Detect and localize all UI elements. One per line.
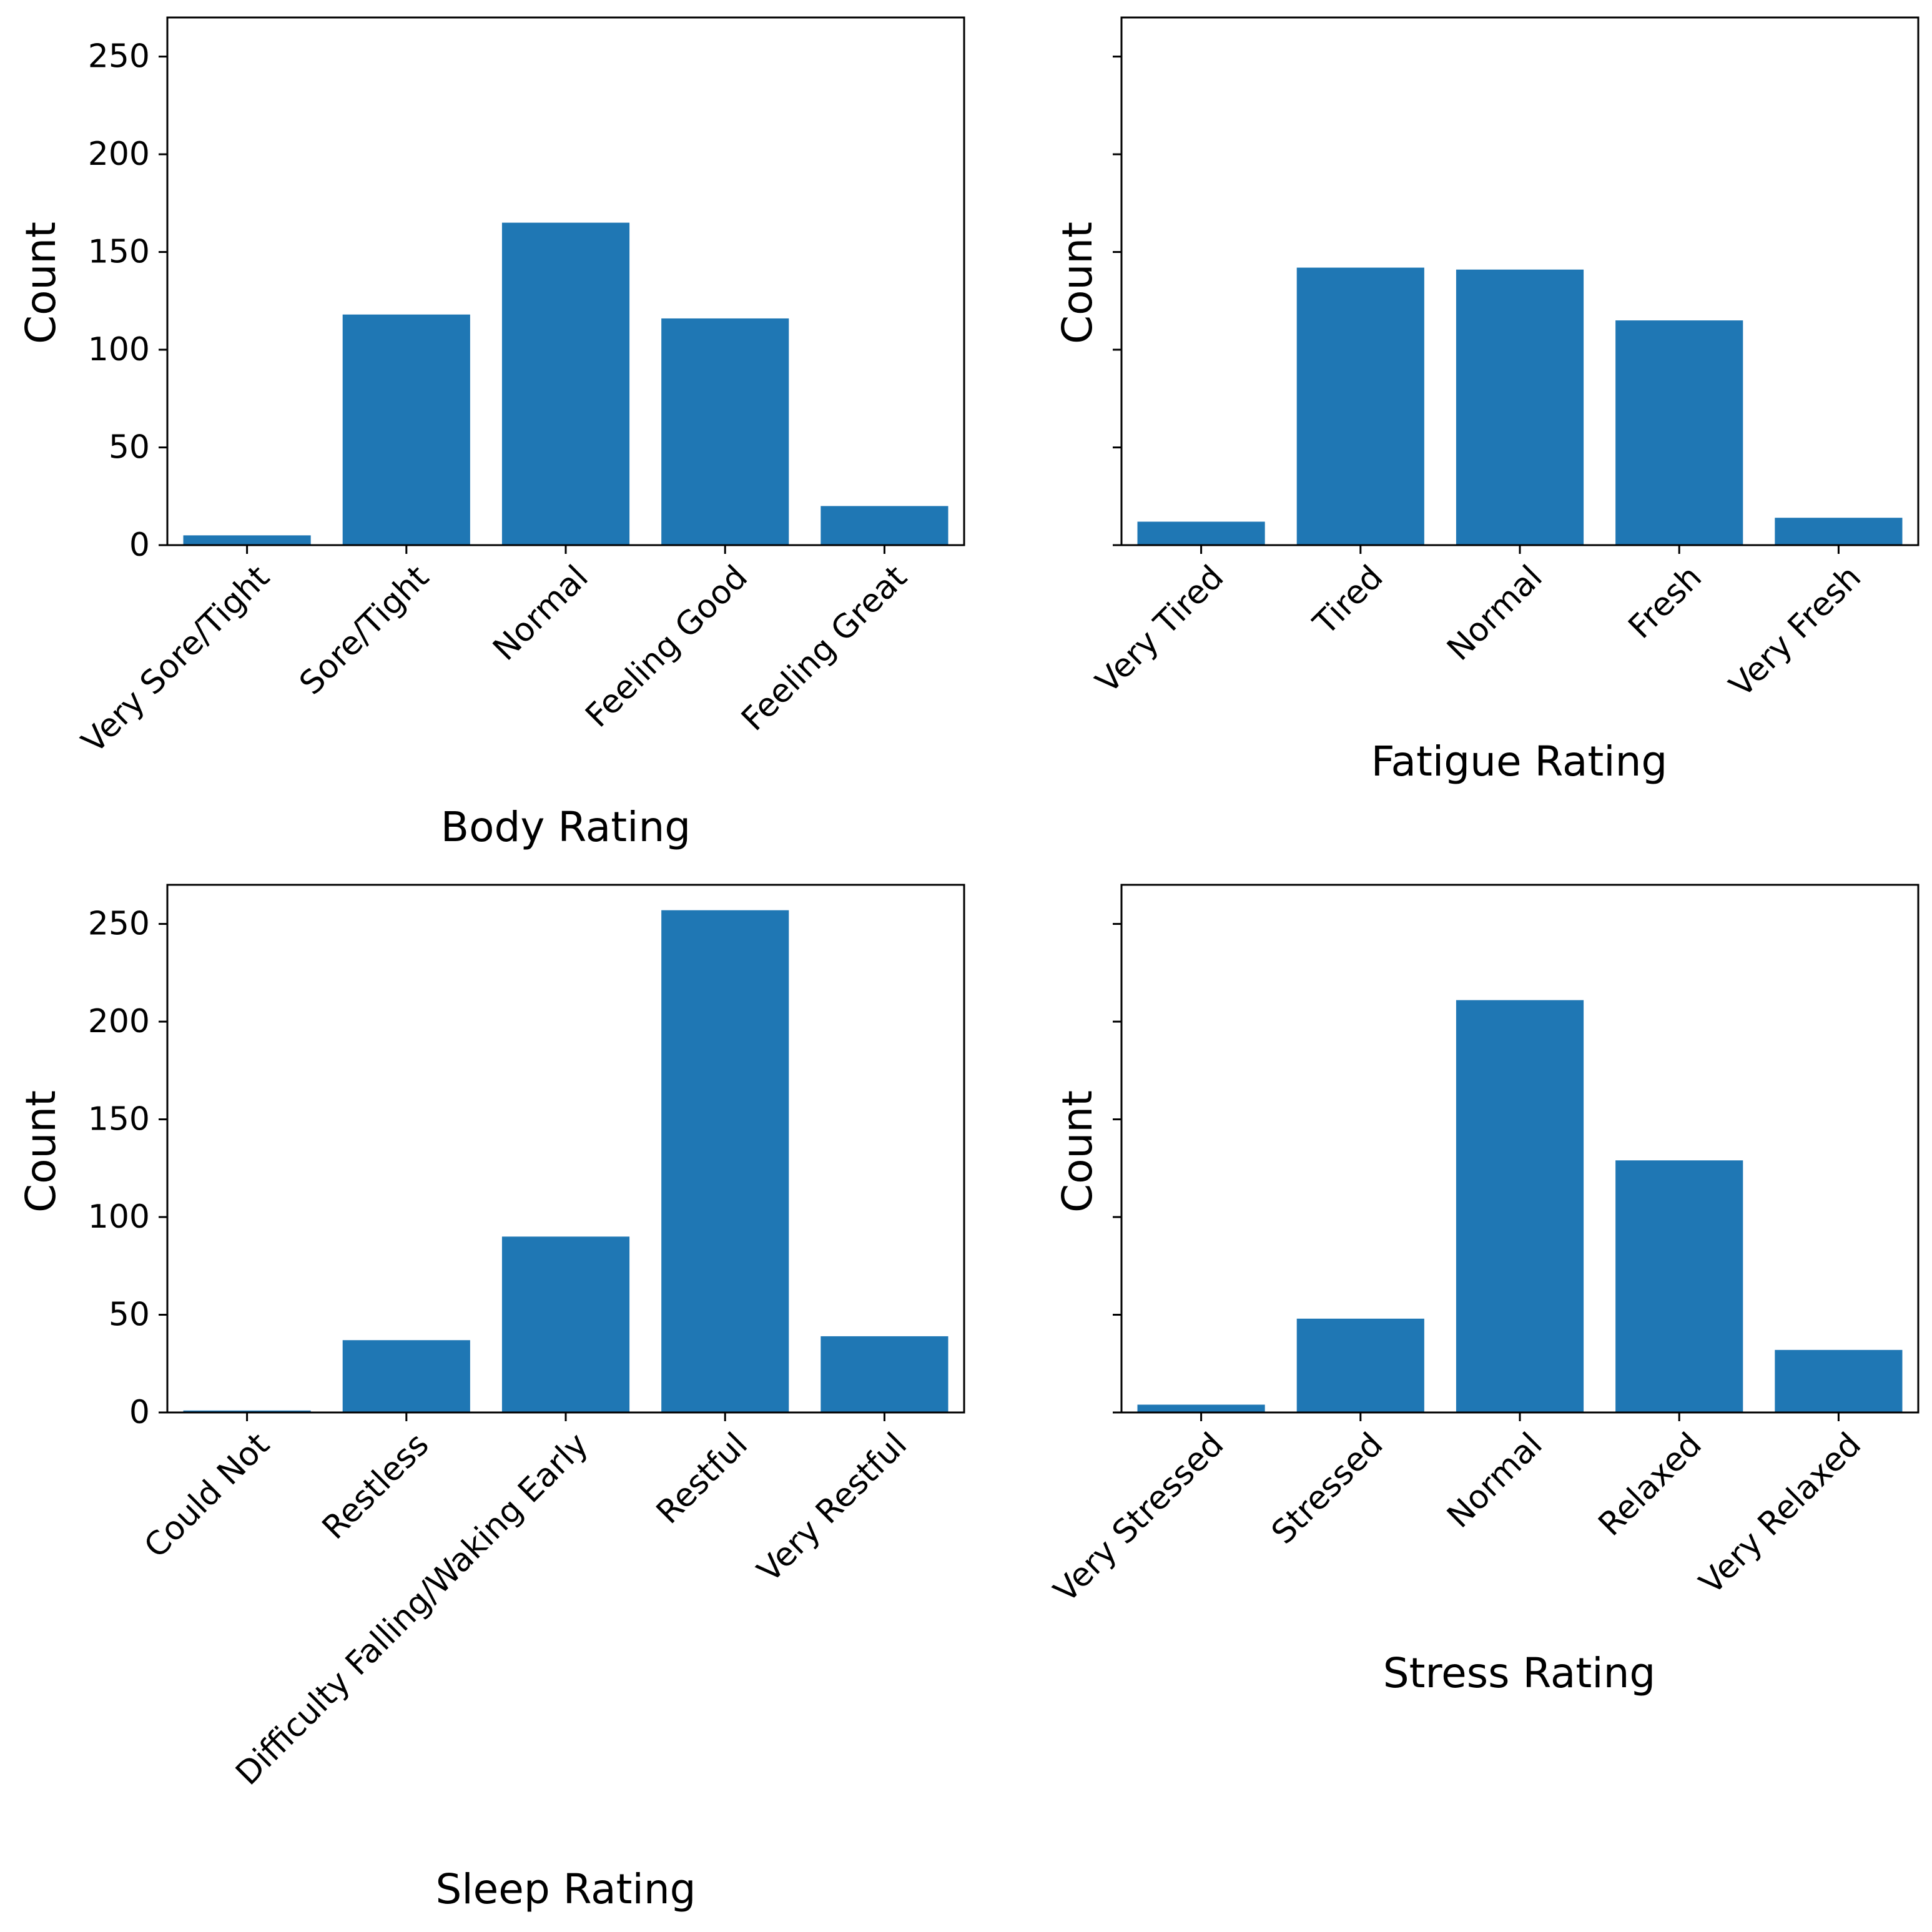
y-axis-label: Count bbox=[17, 1090, 65, 1213]
bar-normal bbox=[1456, 1000, 1584, 1412]
x-tick-label: Very Tired bbox=[1089, 558, 1231, 701]
x-tick-label: Very Restful bbox=[751, 1426, 914, 1589]
y-tick-label: 150 bbox=[88, 1101, 150, 1138]
x-tick-label: Could Not bbox=[137, 1426, 277, 1565]
x-tick-label: Relaxed bbox=[1592, 1426, 1709, 1543]
panel-body-rating: Count Body Rating 0 50 100 150 200 250 Very So… bbox=[17, 16, 965, 851]
bar-difficulty-falling-waking-early bbox=[501, 1236, 630, 1412]
bar-very-relaxed bbox=[1775, 1349, 1903, 1412]
x-tick-label: Normal bbox=[1440, 558, 1549, 668]
bar-normal bbox=[501, 222, 630, 546]
x-axis-label: Stress Rating bbox=[1383, 1649, 1656, 1697]
bar-tired bbox=[1296, 267, 1424, 545]
bar-very-fresh bbox=[1775, 518, 1903, 545]
bar-restless bbox=[342, 1340, 470, 1412]
bar-restful bbox=[661, 910, 789, 1412]
y-tick-label: 200 bbox=[88, 1003, 150, 1040]
bar-fresh bbox=[1615, 320, 1743, 545]
bar-sore-tight bbox=[342, 314, 470, 545]
bar-very-stressed bbox=[1137, 1404, 1265, 1412]
y-tick-label: 0 bbox=[129, 1394, 150, 1431]
bar-feeling-good bbox=[661, 318, 789, 545]
x-tick-label: Fresh bbox=[1622, 558, 1709, 646]
y-axis-label: Count bbox=[1053, 222, 1102, 344]
x-axis-label: Sleep Rating bbox=[435, 1865, 696, 1913]
x-tick-label: Restful bbox=[649, 1426, 755, 1531]
x-tick-label: Normal bbox=[1440, 1426, 1549, 1535]
bar-very-tired bbox=[1137, 521, 1265, 545]
x-tick-label: Restless bbox=[315, 1426, 436, 1547]
x-tick-label: Very Sore/Tight bbox=[75, 558, 277, 761]
bar-stressed bbox=[1296, 1318, 1424, 1412]
y-tick-label: 0 bbox=[129, 526, 150, 564]
bar-relaxed bbox=[1615, 1160, 1743, 1412]
panel-fatigue-rating: Count Fatigue Rating Very Tired Tired Norm… bbox=[1053, 16, 1920, 786]
bar-very-sore-tight bbox=[183, 535, 311, 545]
x-axis-label: Body Rating bbox=[441, 803, 691, 851]
y-tick-label: 200 bbox=[88, 136, 150, 173]
x-tick-label: Very Relaxed bbox=[1692, 1426, 1868, 1602]
panel-sleep-rating: Count Sleep Rating 0 50 100 150 200 250 Could … bbox=[17, 884, 965, 1913]
x-tick-label: Very Fresh bbox=[1722, 558, 1868, 704]
bar-feeling-great bbox=[821, 506, 949, 545]
y-tick-label: 50 bbox=[109, 429, 150, 466]
x-tick-label: Tired bbox=[1306, 558, 1391, 643]
x-tick-label: Difficulty Falling/Waking Early bbox=[229, 1426, 595, 1792]
x-tick-label: Normal bbox=[486, 558, 595, 668]
panel-stress-rating: Count Stress Rating Very Stressed Stresse… bbox=[1047, 884, 1920, 1697]
y-axis-label: Count bbox=[1053, 1090, 1102, 1213]
y-tick-label: 150 bbox=[88, 234, 150, 271]
y-tick-label: 250 bbox=[88, 905, 150, 943]
x-tick-label: Very Stressed bbox=[1047, 1426, 1231, 1610]
bar-normal bbox=[1456, 269, 1584, 545]
y-axis-label: Count bbox=[17, 222, 65, 344]
x-tick-label: Sore/Tight bbox=[292, 558, 436, 702]
x-axis-label: Fatigue Rating bbox=[1371, 737, 1668, 786]
bar-very-restful bbox=[821, 1336, 949, 1412]
y-tick-label: 100 bbox=[88, 331, 150, 368]
bar-could-not bbox=[183, 1410, 311, 1412]
x-tick-label: Feeling Good bbox=[579, 558, 755, 734]
y-tick-label: 250 bbox=[88, 38, 150, 76]
x-tick-label: Stressed bbox=[1264, 1426, 1390, 1551]
x-tick-label: Feeling Great bbox=[734, 558, 914, 738]
y-tick-label: 100 bbox=[88, 1198, 150, 1236]
y-tick-label: 50 bbox=[109, 1296, 150, 1334]
